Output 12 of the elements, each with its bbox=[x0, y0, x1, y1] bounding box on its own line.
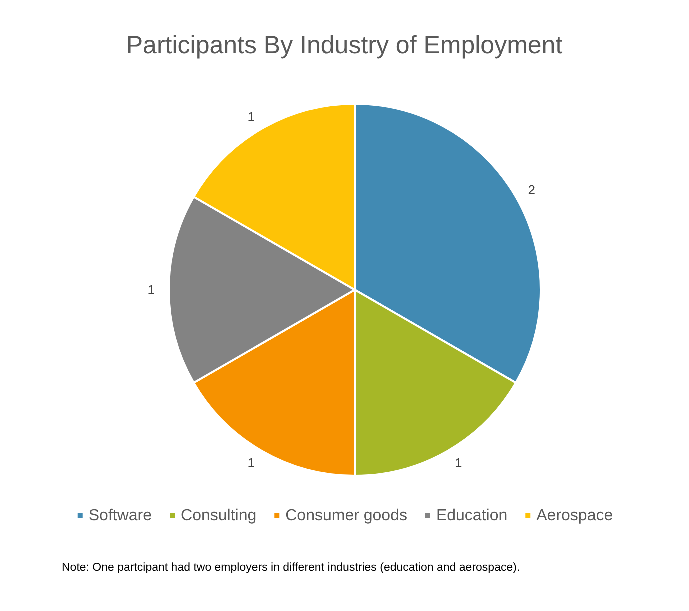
legend-label: Education bbox=[436, 508, 508, 524]
data-label: 1 bbox=[248, 456, 255, 471]
chart-title: Participants By Industry of Employment bbox=[126, 32, 563, 60]
legend-label: Consumer goods bbox=[286, 508, 408, 524]
legend-label: Consulting bbox=[181, 508, 257, 524]
data-label: 1 bbox=[148, 282, 155, 298]
data-label: 2 bbox=[528, 182, 536, 198]
text: Note: One partcipant had two employers in different industries (education and aerospace). bbox=[62, 562, 520, 574]
data-label: 1 bbox=[455, 456, 462, 471]
legend-label: Software bbox=[88, 508, 152, 524]
legend-label: Aerospace bbox=[536, 508, 614, 524]
data-label: 1 bbox=[248, 109, 255, 124]
